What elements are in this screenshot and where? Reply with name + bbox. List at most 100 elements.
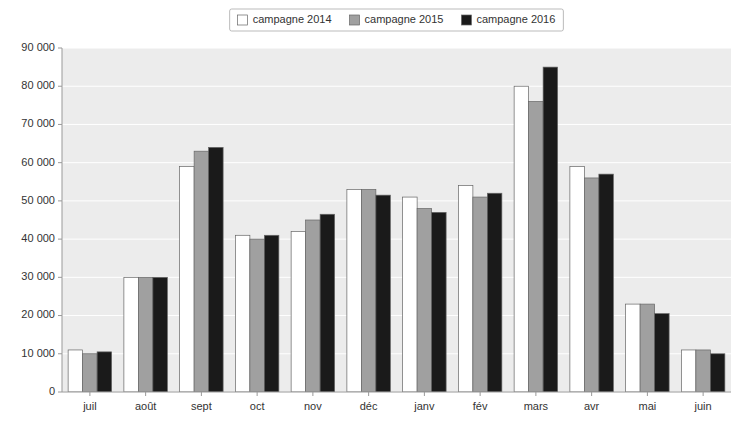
grid: [62, 48, 731, 392]
legend-swatch: [238, 15, 248, 25]
y-tick-label: 80 000: [21, 79, 55, 91]
x-tick: [201, 392, 202, 396]
bar: [124, 277, 138, 392]
y-tick-label: 40 000: [21, 232, 55, 244]
y-axis-line: [62, 48, 63, 392]
legend-item: campagne 2014: [238, 13, 332, 25]
y-tick: [58, 162, 62, 163]
bar: [655, 314, 669, 392]
bar: [320, 214, 334, 392]
bar: [432, 212, 446, 392]
x-tick: [312, 392, 313, 396]
bar: [347, 189, 361, 392]
bar: [543, 67, 557, 392]
x-tick: [535, 392, 536, 396]
bar: [250, 239, 264, 392]
bar-series: [68, 86, 696, 392]
y-tick: [58, 48, 62, 49]
legend-swatch: [350, 15, 360, 25]
bar: [529, 102, 543, 392]
x-tick: [591, 392, 592, 396]
y-tick: [58, 353, 62, 354]
x-tick: [89, 392, 90, 396]
bar: [710, 354, 724, 392]
x-tick-label: janv: [413, 400, 435, 412]
grid-line: [62, 124, 731, 125]
y-tick: [58, 200, 62, 201]
bar: [209, 147, 223, 392]
bar: [599, 174, 613, 392]
bar: [403, 197, 417, 392]
legend-label: campagne 2015: [365, 13, 444, 25]
grid-line: [62, 239, 731, 240]
x-tick: [257, 392, 258, 396]
x-tick-label: juil: [82, 400, 96, 412]
bar: [696, 350, 710, 392]
bar: [570, 166, 584, 392]
x-tick: [480, 392, 481, 396]
plot-background: [62, 48, 731, 392]
legend-swatch: [461, 15, 471, 25]
x-tick: [145, 392, 146, 396]
bar: [138, 277, 152, 392]
bar: [306, 220, 320, 392]
y-tick-label: 30 000: [21, 270, 55, 282]
x-tick-label: avr: [584, 400, 600, 412]
bar: [584, 178, 598, 392]
y-tick: [58, 124, 62, 125]
bar: [626, 304, 640, 392]
x-tick-label: déc: [360, 400, 378, 412]
x-tick-label: juin: [694, 400, 712, 412]
y-tick-label: 60 000: [21, 156, 55, 168]
y-tick: [58, 239, 62, 240]
y-tick-label: 50 000: [21, 194, 55, 206]
legend: campagne 2014 campagne 2015 campagne 2016: [230, 9, 564, 31]
x-tick-label: oct: [250, 400, 265, 412]
bar: [97, 352, 111, 392]
bar: [180, 166, 194, 392]
legend-label: campagne 2016: [476, 13, 555, 25]
x-tick: [703, 392, 704, 396]
x-tick: [647, 392, 648, 396]
grid-line: [62, 162, 731, 163]
x-axis-line: [62, 392, 731, 393]
y-tick: [58, 392, 62, 393]
x-tick-label: sept: [191, 400, 212, 412]
x-tick-label: nov: [304, 400, 322, 412]
legend-label: campagne 2014: [253, 13, 332, 25]
y-tick-label: 70 000: [21, 117, 55, 129]
bars: [68, 67, 725, 392]
grid-line: [62, 86, 731, 87]
legend-item: campagne 2016: [461, 13, 555, 25]
y-tick: [58, 86, 62, 87]
bar-series: [83, 102, 711, 392]
grid-line: [62, 392, 731, 393]
bar: [361, 189, 375, 392]
y-axis: 010 00020 00030 00040 00050 00060 00070 …: [21, 41, 62, 397]
x-tick-label: mai: [639, 400, 657, 412]
bar: [681, 350, 695, 392]
legend-box: [230, 9, 564, 31]
bar: [68, 350, 82, 392]
bar: [194, 151, 208, 392]
x-tick: [424, 392, 425, 396]
y-tick-label: 90 000: [21, 41, 55, 53]
x-tick: [368, 392, 369, 396]
grid-line: [62, 200, 731, 201]
bar: [153, 277, 167, 392]
x-tick-label: fév: [473, 400, 488, 412]
chart-svg: 010 00020 00030 00040 00050 00060 00070 …: [0, 0, 747, 426]
legend-item: campagne 2015: [350, 13, 444, 25]
grid-line: [62, 48, 731, 49]
bar: [83, 354, 97, 392]
bar-series: [97, 67, 725, 392]
bar: [514, 86, 528, 392]
x-tick-label: mars: [524, 400, 549, 412]
chart-container: 010 00020 00030 00040 00050 00060 00070 …: [0, 0, 747, 426]
bar: [264, 235, 278, 392]
bar: [640, 304, 654, 392]
bar: [458, 186, 472, 392]
y-tick-label: 0: [49, 385, 55, 397]
y-tick: [58, 277, 62, 278]
y-tick-label: 20 000: [21, 308, 55, 320]
